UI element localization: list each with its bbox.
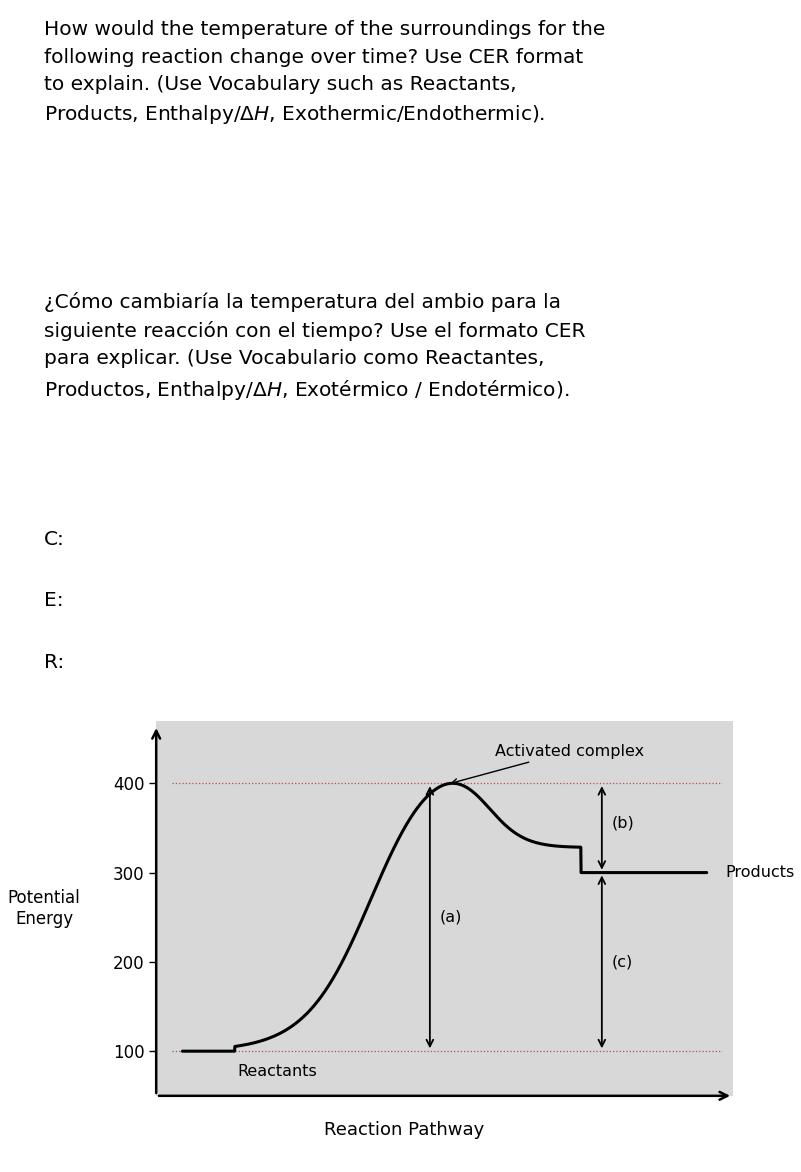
Text: Activated complex: Activated complex	[452, 744, 644, 784]
Text: C:: C:	[44, 530, 65, 550]
Text: How would the temperature of the surroundings for the
following reaction change : How would the temperature of the surroun…	[44, 20, 606, 127]
Text: (a): (a)	[439, 909, 461, 925]
Text: R:: R:	[44, 653, 64, 672]
Text: Reaction Pathway: Reaction Pathway	[324, 1122, 485, 1139]
Text: Potential
Energy: Potential Energy	[8, 888, 80, 928]
Text: (c): (c)	[611, 954, 633, 969]
Text: Reactants: Reactants	[237, 1064, 317, 1078]
Text: ¿Cómo cambiaría la temperatura del ambio para la
siguiente reacción con el tiemp: ¿Cómo cambiaría la temperatura del ambio…	[44, 292, 586, 402]
Text: Products: Products	[725, 865, 795, 880]
Text: (b): (b)	[611, 816, 634, 831]
Text: E:: E:	[44, 592, 64, 611]
